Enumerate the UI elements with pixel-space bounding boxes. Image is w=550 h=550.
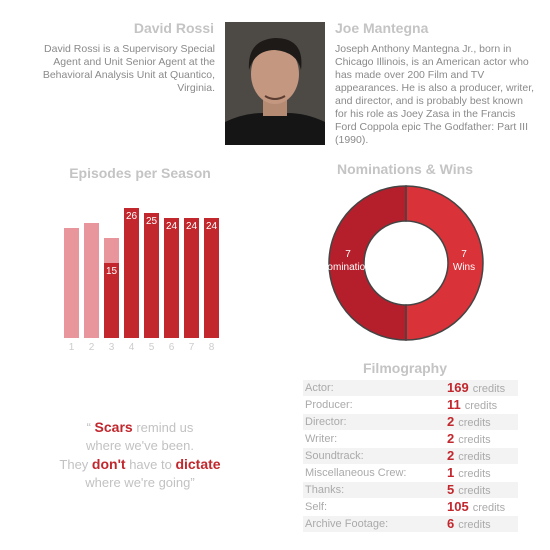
filmography-title: Filmography (362, 360, 447, 376)
film-row: Actor: 169 credits (303, 380, 518, 396)
x-tick-label: 6 (169, 342, 175, 353)
film-count-wrap: 6 credits (447, 516, 491, 531)
quote-text: have to (125, 457, 176, 472)
film-unit: credits (458, 451, 491, 463)
x-tick-label: 5 (149, 342, 155, 353)
bar (144, 213, 159, 338)
bar-chart: 1 2 15 3 26 4 25 5 24 6 24 7 24 8 (64, 208, 219, 353)
film-row: Soundtrack: 2 credits (303, 448, 518, 464)
film-count: 169 (447, 380, 469, 395)
x-tick-label: 4 (129, 342, 135, 353)
film-count: 6 (447, 516, 455, 531)
film-count-wrap: 5 credits (447, 482, 491, 497)
quote-text: remind us (132, 420, 194, 435)
film-count-wrap: 105 credits (447, 499, 505, 514)
bar (104, 238, 119, 263)
bar-label: 24 (166, 221, 178, 232)
donut-slice (328, 185, 407, 341)
film-count: 1 (447, 465, 455, 480)
film-label: Producer: (305, 399, 353, 411)
film-row: Miscellaneous Crew: 1 credits (303, 465, 518, 481)
film-row: Producer: 11 credits (303, 397, 518, 413)
quote-emphasis: Scars (94, 419, 133, 435)
bar-label: 25 (146, 216, 158, 227)
film-count-wrap: 2 credits (447, 414, 491, 429)
bar-title: Episodes per Season (69, 165, 211, 181)
film-row: Thanks: 5 credits (303, 482, 518, 498)
film-row: Director: 2 credits (303, 414, 518, 430)
film-label: Soundtrack: (305, 450, 364, 462)
bar-label: 24 (206, 221, 218, 232)
film-count-wrap: 2 credits (447, 448, 491, 463)
film-label: Director: (305, 416, 347, 428)
film-label: Actor: (305, 382, 334, 394)
film-unit: credits (464, 400, 498, 412)
bar (184, 218, 199, 338)
donut-chart: 7 Wins 7 Nominations (320, 185, 484, 341)
quote-emphasis: dictate (175, 456, 221, 472)
bar-label: 24 (186, 221, 198, 232)
film-count: 11 (447, 397, 461, 412)
film-label: Archive Footage: (305, 518, 389, 530)
x-tick-label: 3 (109, 342, 115, 353)
film-row: Self: 105 credits (303, 499, 518, 515)
bar (204, 218, 219, 338)
film-row: Writer: 2 credits (303, 431, 518, 447)
right-bio: Joseph Anthony Mantegna Jr., born in Chi… (335, 43, 535, 146)
film-row: Archive Footage: 6 credits (303, 516, 518, 532)
slice-value: 7 (345, 249, 351, 260)
bar (164, 218, 179, 338)
film-unit: credits (458, 485, 491, 497)
quote-emphasis: don't (91, 456, 126, 472)
donut-slice (405, 185, 484, 341)
quote: “ Scars remind us where we've been. They d… (20, 418, 260, 492)
bar (104, 263, 119, 338)
x-tick-label: 2 (89, 342, 95, 353)
bar-label: 15 (106, 266, 118, 277)
slice-label: Wins (453, 262, 475, 273)
film-label: Miscellaneous Crew: (305, 467, 407, 479)
film-count: 2 (447, 414, 455, 429)
film-count: 2 (447, 431, 455, 446)
film-label: Self: (305, 501, 328, 513)
film-count: 105 (447, 499, 469, 514)
film-count: 2 (447, 448, 455, 463)
film-unit: credits (458, 468, 491, 480)
right-name: Joe Mantegna (335, 20, 429, 36)
film-count-wrap: 1 credits (447, 465, 491, 480)
film-unit: credits (458, 417, 491, 429)
x-tick-label: 1 (69, 342, 75, 353)
film-count-wrap: 11 credits (447, 397, 497, 412)
donut-title: Nominations & Wins (337, 161, 473, 177)
bar (64, 228, 79, 338)
quote-text: They (59, 457, 92, 472)
film-unit: credits (472, 383, 506, 395)
film-count: 5 (447, 482, 455, 497)
film-unit: credits (472, 502, 506, 514)
left-name: David Rossi (133, 20, 214, 36)
quote-line: where we've been. (20, 437, 260, 455)
film-unit: credits (458, 519, 491, 531)
film-unit: credits (458, 434, 491, 446)
quote-text: where we've been. (86, 438, 194, 453)
x-tick-label: 8 (209, 342, 215, 353)
film-label: Writer: (305, 433, 338, 445)
quote-line: “ Scars remind us (20, 418, 260, 437)
quote-text: where we're going” (85, 475, 195, 490)
slice-value: 7 (461, 249, 467, 260)
x-tick-label: 7 (189, 342, 195, 353)
bar (124, 208, 139, 338)
bar-label: 26 (126, 211, 138, 222)
left-bio: David Rossi is a Supervisory Special Age… (42, 43, 215, 94)
quote-text: “ (86, 420, 95, 435)
film-label: Thanks: (305, 484, 345, 496)
quote-line: where we're going” (20, 474, 260, 492)
portrait (225, 22, 325, 145)
quote-line: They don't have to dictate (20, 455, 260, 474)
bar (84, 223, 99, 338)
slice-label: Nominations (320, 262, 376, 273)
film-count-wrap: 169 credits (447, 380, 505, 395)
film-count-wrap: 2 credits (447, 431, 491, 446)
